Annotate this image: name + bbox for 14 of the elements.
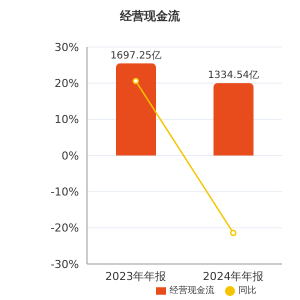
x-tick-label: 2024年年报: [202, 270, 264, 283]
legend-label: 同比: [238, 286, 256, 296]
x-tick-label: 2023年年报: [105, 270, 166, 283]
y-tick-label: 10%: [54, 113, 79, 126]
y-tick-label: 20%: [54, 77, 79, 90]
data-label: 1334.54亿: [208, 70, 260, 82]
y-tick-label: -10%: [50, 186, 79, 199]
legend-label: 经营现金流: [170, 286, 214, 296]
chart-title: 经营现金流: [118, 8, 181, 25]
y-tick-label: 0%: [62, 149, 79, 162]
y-tick-label: 30%: [54, 40, 79, 54]
y-tick-label: -20%: [50, 222, 79, 235]
data-label: 1697.25亿: [110, 50, 162, 62]
y-tick-label: -30%: [50, 258, 79, 271]
